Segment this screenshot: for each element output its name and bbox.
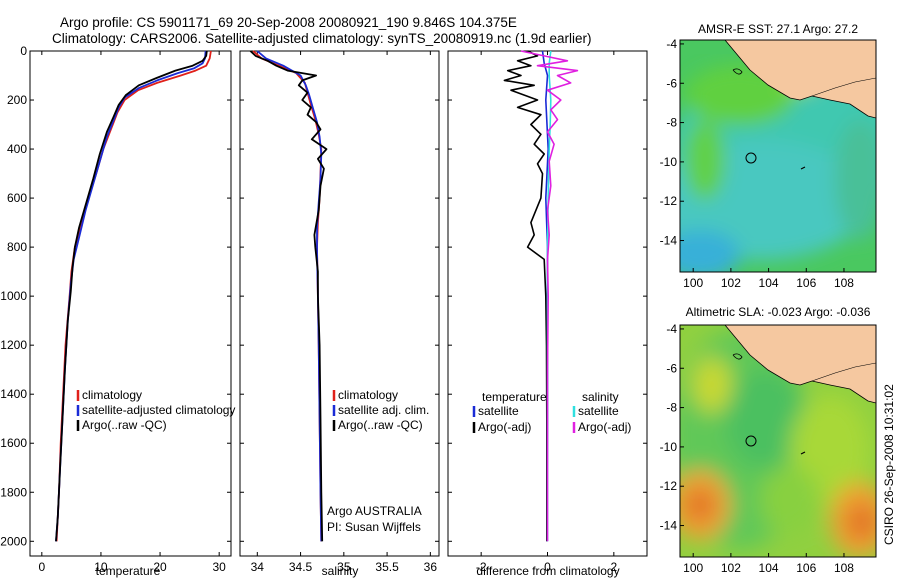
sst_map-xtick-label: 102 (721, 276, 741, 290)
sst_map-ytick-label: -4 (666, 37, 677, 51)
sla-map-title: Altimetric SLA: -0.023 Argo: -0.036 (686, 305, 871, 319)
depth-ytick-label: 1000 (0, 289, 27, 303)
sst-map-title: AMSR-E SST: 27.1 Argo: 27.2 (698, 22, 858, 36)
temperature-frame (29, 50, 232, 557)
difference-xtick-label: -2 (476, 560, 487, 574)
temperature-legend-label: climatology (82, 388, 142, 402)
difference-legend-header-salinity: salinity (582, 390, 619, 404)
difference-xtick-label: 0 (544, 560, 551, 574)
sla_map-xtick-label: 102 (721, 561, 741, 575)
temperature-xlabel: temperature (96, 564, 161, 578)
temperature-series-satellite-adjusted-climatology (55, 50, 207, 542)
sst-map-frame (679, 39, 877, 273)
salinity-legend-label: Argo(..raw -QC) (338, 418, 423, 432)
depth-ytick-label: 1600 (0, 436, 27, 450)
sla_map-ytick-label: -12 (660, 479, 678, 493)
sla_map-ytick-label: -8 (666, 401, 677, 415)
difference-legend-label: Argo(-adj) (578, 420, 631, 434)
temperature-xtick-label: 30 (212, 560, 226, 574)
sst_map-xtick-label: 106 (796, 276, 816, 290)
sla-argo-location-marker (745, 435, 757, 447)
figure-title-line1: Argo profile: CS 5901171_69 20-Sep-2008 … (60, 15, 517, 30)
salinity-series-climatology (252, 50, 323, 542)
sla-map-panel: Altimetric SLA: -0.023 Argo: -0.036 100 1… (660, 305, 877, 575)
depth-ytick-label: 800 (7, 240, 27, 254)
sla_map-xtick-label: 100 (683, 561, 703, 575)
sst-map-field (680, 40, 876, 272)
depth-ytick-label: 1800 (0, 485, 27, 499)
temperature-legend-label: Argo(..raw -QC) (82, 418, 167, 432)
sst-map-panel: AMSR-E SST: 27.1 Argo: 27.2 100 102 104 106… (660, 22, 877, 290)
sla_map-ytick-label: -6 (666, 361, 677, 375)
salinity-frame (239, 50, 440, 557)
sla_map-xtick-label: 106 (796, 561, 816, 575)
sla_map-ytick-label: -10 (660, 440, 678, 454)
sla_map-xtick-label: 108 (834, 561, 854, 575)
difference-series-temperature-argo-adj- (503, 50, 548, 542)
salinity-legend-label: satellite adj. clim. (338, 403, 429, 417)
sst_map-ytick-label: -6 (666, 76, 677, 90)
sst_map-ytick-label: -12 (660, 194, 678, 208)
temperature-series-climatology (55, 50, 212, 542)
depth-ytick-label: 2000 (0, 534, 27, 548)
sst-map-axes: 100 102 104 106 108 -4 -6 -8 -10 -12 -14 (660, 37, 855, 290)
side-timestamp-label: CSIRO 26-Sep-2008 10:31:02 (882, 384, 896, 545)
salinity-series-argo-raw-qc- (249, 50, 328, 542)
salinity-xtick-label: 34.5 (289, 560, 313, 574)
credit-line-2: PI: Susan Wijffels (327, 520, 421, 534)
salinity-xtick-label: 35.5 (375, 560, 399, 574)
difference-legend-label: satellite (578, 404, 619, 418)
salinity-xtick-label: 35 (337, 560, 351, 574)
depth-ytick-label: 400 (7, 142, 27, 156)
credit-line-1: Argo AUSTRALIA (327, 504, 422, 518)
sst_map-ytick-label: -8 (666, 116, 677, 130)
salinity-series-satellite-adj-clim- (256, 50, 323, 542)
salinity-legend-label: climatology (338, 388, 398, 402)
difference-series-salinity-argo-adj- (520, 50, 579, 542)
temperature-xtick-label: 10 (94, 560, 108, 574)
sst_map-xtick-label: 100 (683, 276, 703, 290)
temperature-series-argo-raw-qc- (55, 50, 208, 542)
salinity-xtick-label: 34 (251, 560, 265, 574)
sla_map-ytick-label: -14 (660, 519, 678, 533)
difference-xlabel: difference from climatology (476, 564, 619, 578)
temperature-xtick-label: 0 (38, 560, 45, 574)
difference-legend-label: Argo(-adj) (478, 420, 531, 434)
depth-ytick-label: 0 (20, 44, 27, 58)
sla-map-frame (679, 324, 877, 558)
sst_map-xtick-label: 108 (834, 276, 854, 290)
figure-title-line2: Climatology: CARS2006. Satellite-adjuste… (52, 31, 592, 46)
sla-map-axes: 100 102 104 106 108 -4 -6 -8 -10 -12 -14 (660, 322, 855, 575)
temperature-panel: 0 10 20 30 0 200 400 600 800 1000 1200 1400 1600 1800… (0, 44, 235, 578)
difference-legend-label: satellite (478, 404, 519, 418)
salinity-xtick-label: 36 (424, 560, 438, 574)
sst-argo-location-marker (745, 152, 757, 164)
depth-ytick-label: 1400 (0, 387, 27, 401)
sla_map-ytick-label: -4 (666, 322, 677, 336)
temperature-plot: 0 10 20 30 0 200 400 600 800 1000 1200 1400 1600 1800… (0, 44, 235, 574)
sla-map-field (680, 325, 876, 557)
salinity-xlabel: salinity (322, 564, 359, 578)
sst_map-ytick-label: -14 (660, 234, 678, 248)
sla_map-xtick-label: 104 (759, 561, 779, 575)
depth-ytick-label: 1200 (0, 338, 27, 352)
sst_map-ytick-label: -10 (660, 155, 678, 169)
difference-legend-header-temperature: temperature (482, 390, 547, 404)
difference-xtick-label: 2 (610, 560, 617, 574)
temperature-xtick-label: 20 (153, 560, 167, 574)
depth-ytick-label: 600 (7, 191, 27, 205)
temperature-legend-label: satellite-adjusted climatology (82, 403, 235, 417)
sst_map-xtick-label: 104 (759, 276, 779, 290)
depth-ytick-label: 200 (7, 93, 27, 107)
